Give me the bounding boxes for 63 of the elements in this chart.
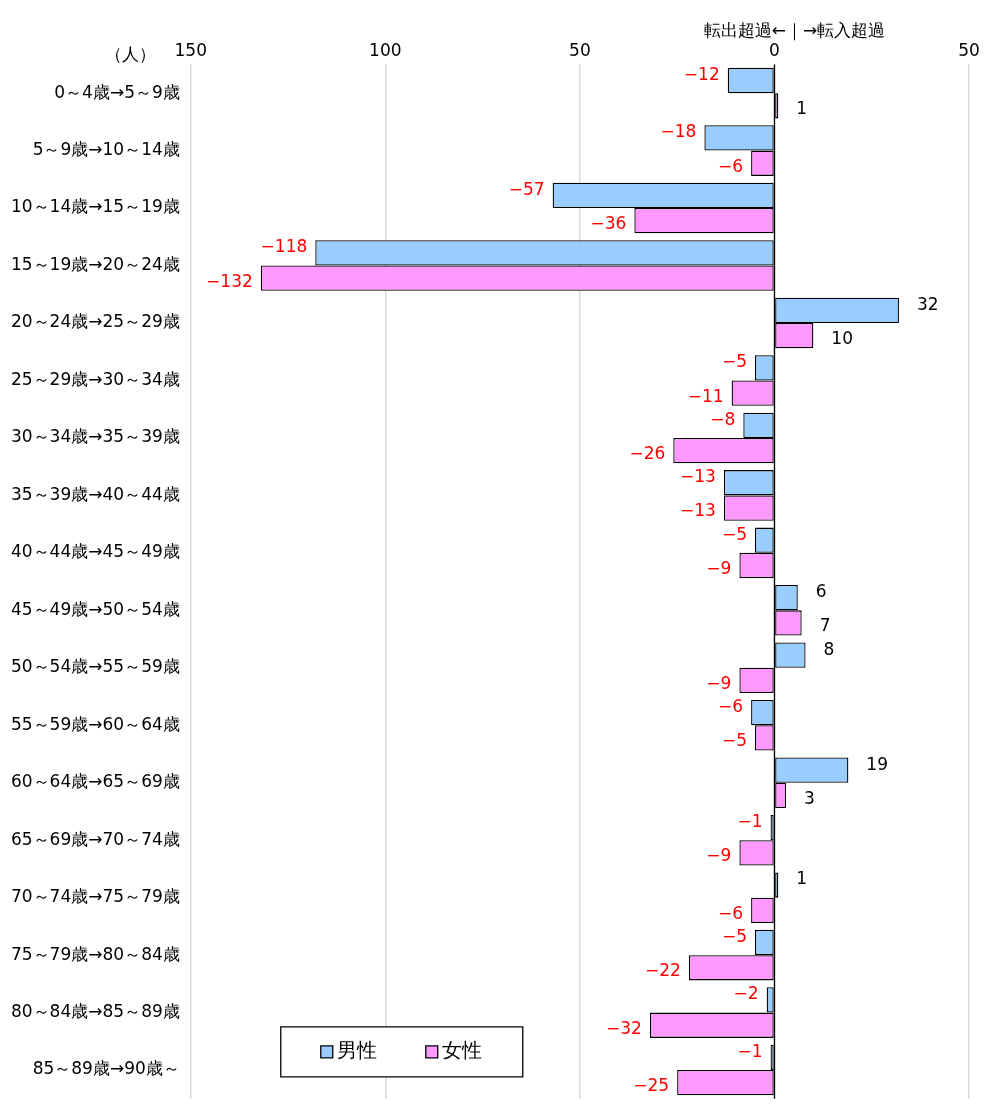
data-label: −9	[706, 672, 732, 693]
x-tick-label: 100	[369, 39, 402, 60]
data-label: −26	[629, 443, 666, 463]
data-label: 6	[815, 581, 827, 602]
data-label: −5	[721, 730, 747, 751]
data-label: −22	[644, 960, 681, 981]
text: 転出超過←｜→転入超過	[703, 20, 886, 41]
y-tick-label: 80～84歳→85～89歳	[10, 1001, 180, 1022]
data-label: 1	[796, 98, 808, 119]
y-tick-label: 30～34歳→35～39歳	[10, 426, 180, 447]
y-tick-label: 60～64歳→65～69歳	[10, 771, 180, 792]
y-tick-label: 75～79歳→80～84歳	[10, 943, 180, 964]
text: （人）	[104, 44, 156, 64]
data-label: −11	[687, 385, 724, 406]
data-label: −1	[737, 810, 763, 831]
data-label: −12	[683, 63, 720, 84]
y-tick-label: 65～69歳→70～74歳	[10, 828, 180, 849]
y-tick-label: 20～24歳→25～29歳	[10, 311, 180, 332]
data-label: −118	[260, 236, 308, 257]
x-tick-label: 50	[958, 39, 980, 60]
data-label: −36	[590, 213, 627, 234]
legend-label: 女性	[441, 1038, 482, 1062]
data-label: −1	[737, 1040, 763, 1061]
x-tick-label: 50	[569, 39, 591, 60]
y-tick-label: 40～44歳→45～49歳	[10, 541, 180, 562]
x-tick-label: 150	[174, 39, 207, 60]
data-label: −57	[508, 178, 545, 199]
y-tick-label: 5～9歳→10～14歳	[32, 139, 180, 160]
data-label: −32	[606, 1017, 642, 1038]
y-tick-label: 50～54歳→55～59歳	[10, 656, 180, 677]
y-tick-label: 70～74歳→75～79歳	[10, 886, 180, 907]
data-label: −18	[660, 121, 697, 142]
data-label: 7	[819, 615, 831, 636]
data-label: 10	[831, 328, 853, 349]
data-label: 1	[796, 868, 808, 889]
data-label: −9	[706, 845, 732, 866]
y-tick-label: 45～49歳→50～54歳	[10, 598, 180, 619]
data-label: −5	[721, 523, 747, 544]
y-tick-label: 0～4歳→5～9歳	[54, 81, 180, 102]
y-tick-label: 35～39歳→40～44歳	[10, 483, 180, 504]
y-tick-label: 10～14歳→15～19歳	[10, 196, 180, 217]
y-tick-label: 15～19歳→20～24歳	[10, 253, 180, 274]
data-label: 3	[804, 787, 815, 808]
data-label: −9	[706, 557, 732, 578]
data-label: 19	[866, 753, 889, 774]
data-label: −2	[733, 983, 759, 1004]
data-label: −6	[718, 155, 744, 176]
legend-label: 男性	[336, 1038, 377, 1062]
x-tick-label: 0	[769, 39, 780, 60]
data-label: −6	[718, 902, 744, 923]
data-label: −25	[633, 1075, 670, 1096]
data-label: 32	[916, 293, 939, 314]
data-label: −5	[721, 925, 747, 946]
data-label: −132	[206, 270, 253, 291]
y-tick-label: 85～89歳→90歳～	[32, 1058, 180, 1079]
data-label: 8	[823, 638, 835, 659]
y-tick-label: 25～29歳→30～34歳	[10, 368, 180, 389]
data-label: −5	[721, 351, 747, 372]
data-label: −13	[679, 466, 716, 487]
data-label: −13	[679, 500, 716, 521]
data-label: −8	[710, 408, 736, 429]
data-label: −6	[718, 696, 744, 717]
y-tick-label: 55～59歳→60～64歳	[10, 713, 180, 734]
